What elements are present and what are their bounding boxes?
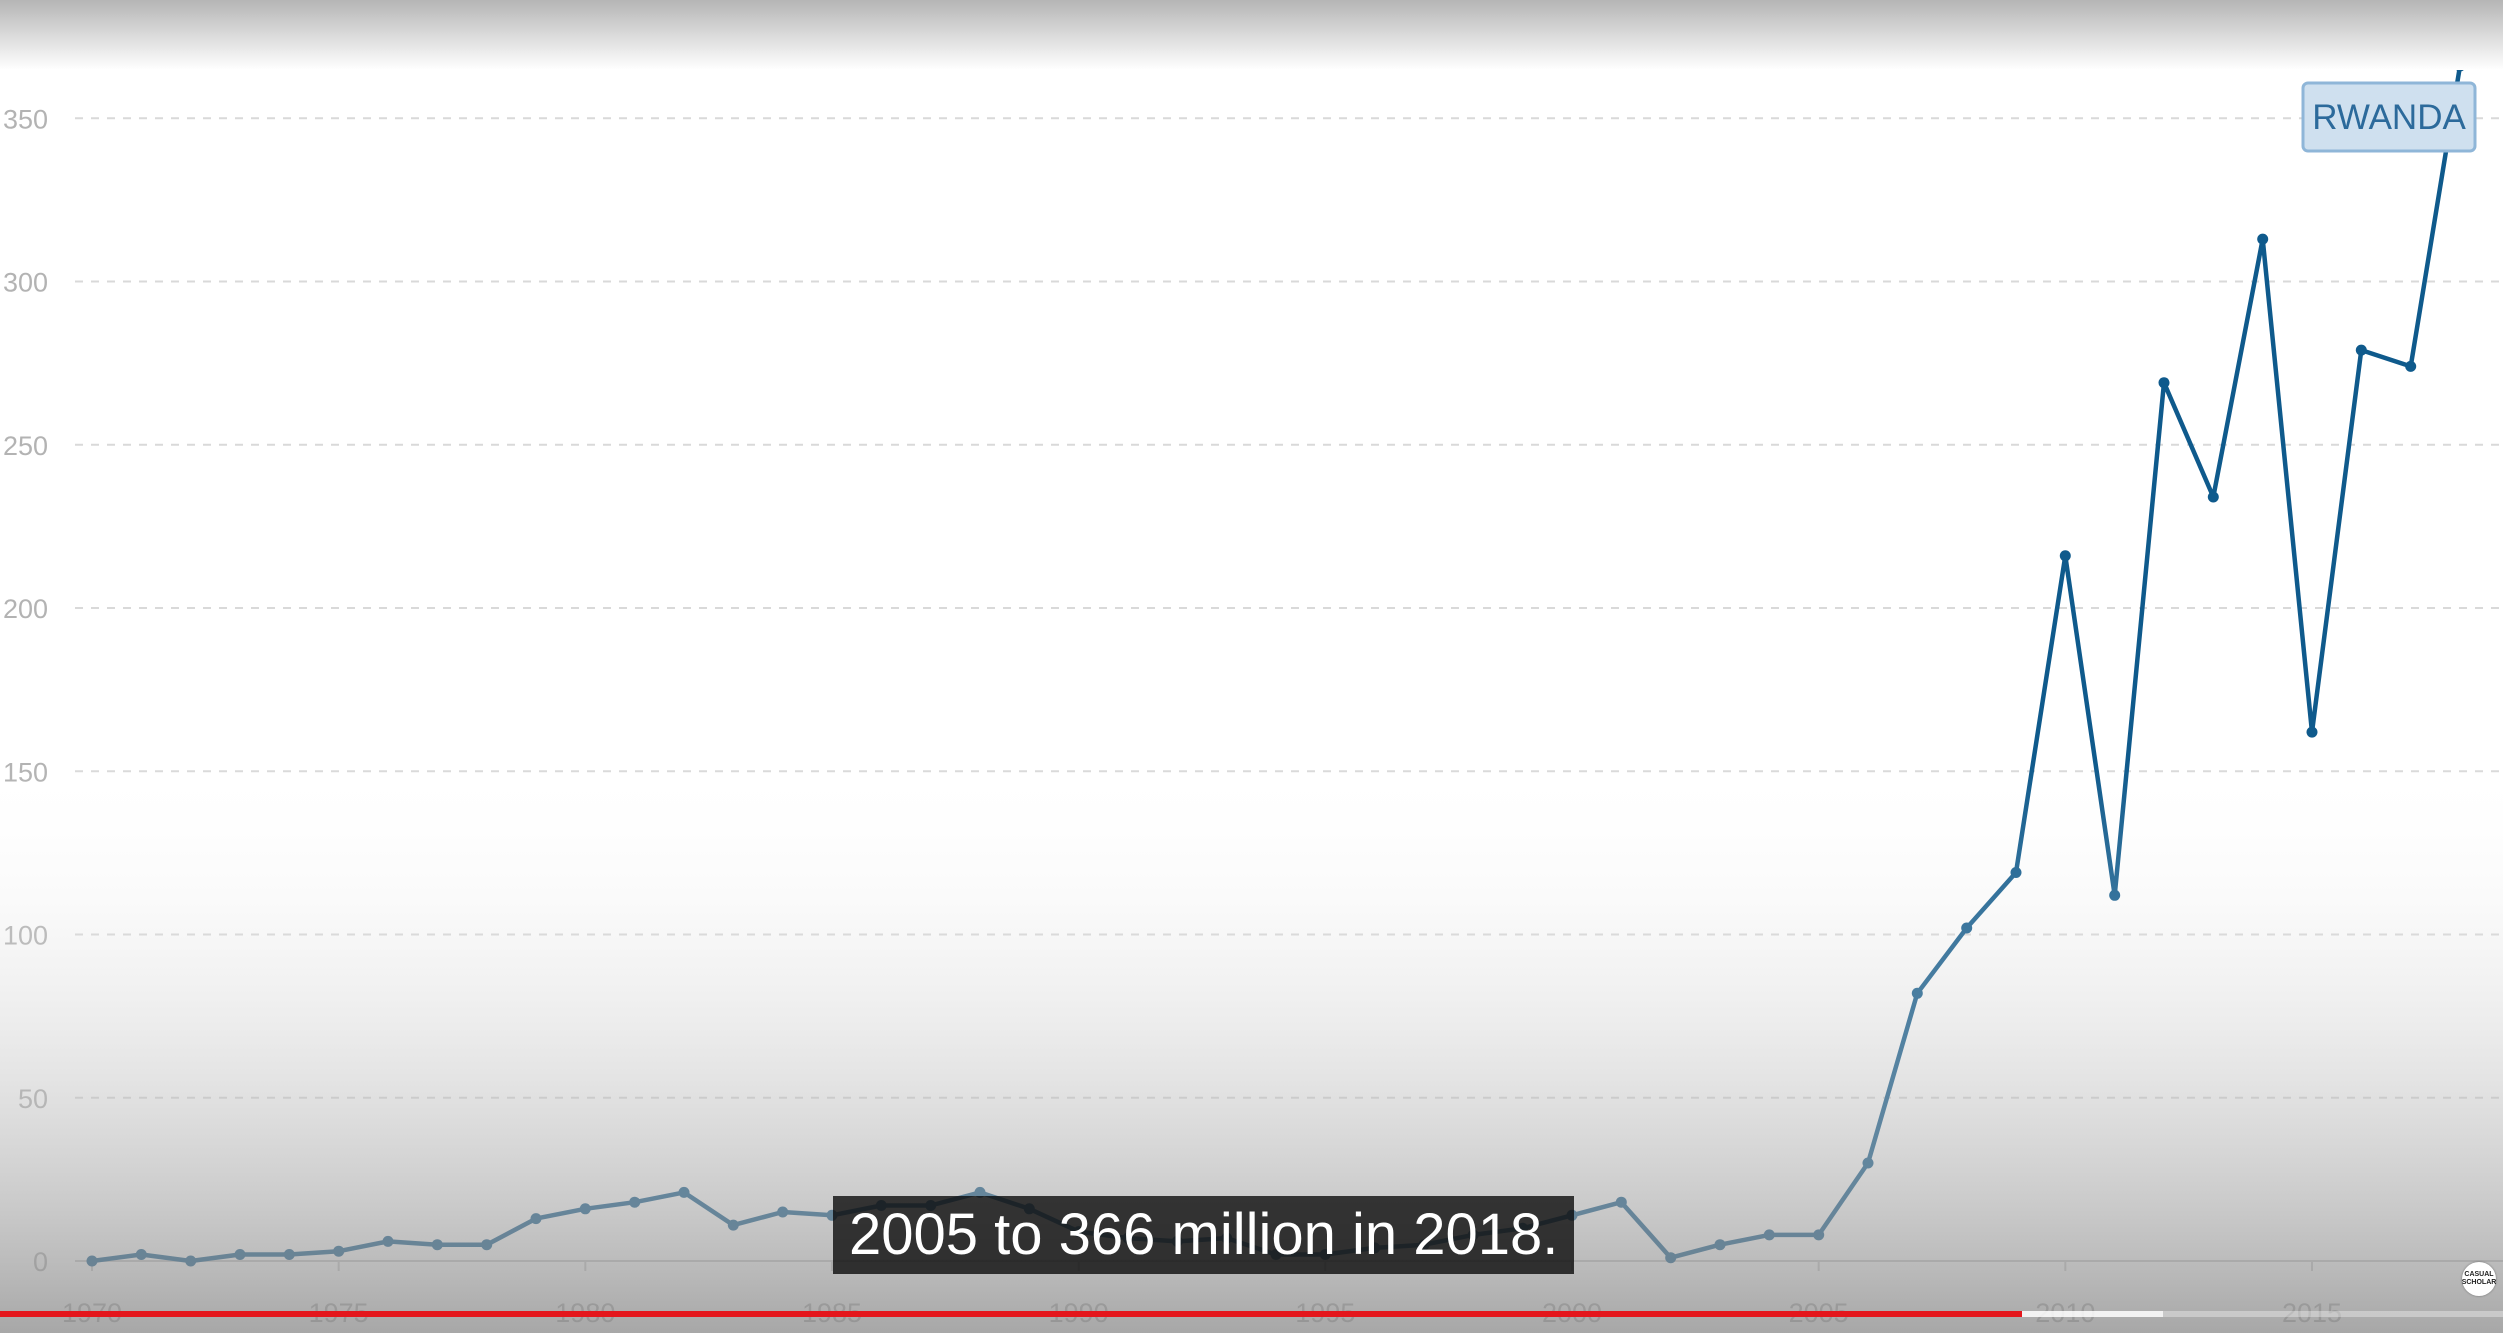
- channel-watermark-logo[interactable]: CASUAL SCHOLAR: [2462, 1262, 2496, 1296]
- y-tick-label: 300: [3, 268, 48, 298]
- y-tick-label: 200: [3, 594, 48, 624]
- series-label-text: RWANDA: [2312, 98, 2466, 137]
- video-progress-bar[interactable]: [0, 1311, 2503, 1317]
- y-tick-label: 250: [3, 431, 48, 461]
- subtitle-caption: 2005 to 366 million in 2018.: [833, 1196, 1575, 1274]
- data-point: [2207, 491, 2219, 503]
- data-point: [2257, 233, 2269, 245]
- y-tick-label: 350: [3, 104, 48, 134]
- series-label: RWANDA: [2301, 81, 2477, 153]
- data-point: [2405, 360, 2417, 372]
- data-point: [2059, 550, 2071, 562]
- data-point: [2306, 726, 2318, 738]
- video-played-bar: [0, 1311, 2023, 1317]
- top-shade: [0, 0, 2503, 70]
- data-point: [2158, 377, 2170, 389]
- series-label-box: [2301, 81, 2477, 153]
- watermark-text: CASUAL SCHOLAR: [2461, 1271, 2497, 1286]
- data-point: [2355, 344, 2367, 356]
